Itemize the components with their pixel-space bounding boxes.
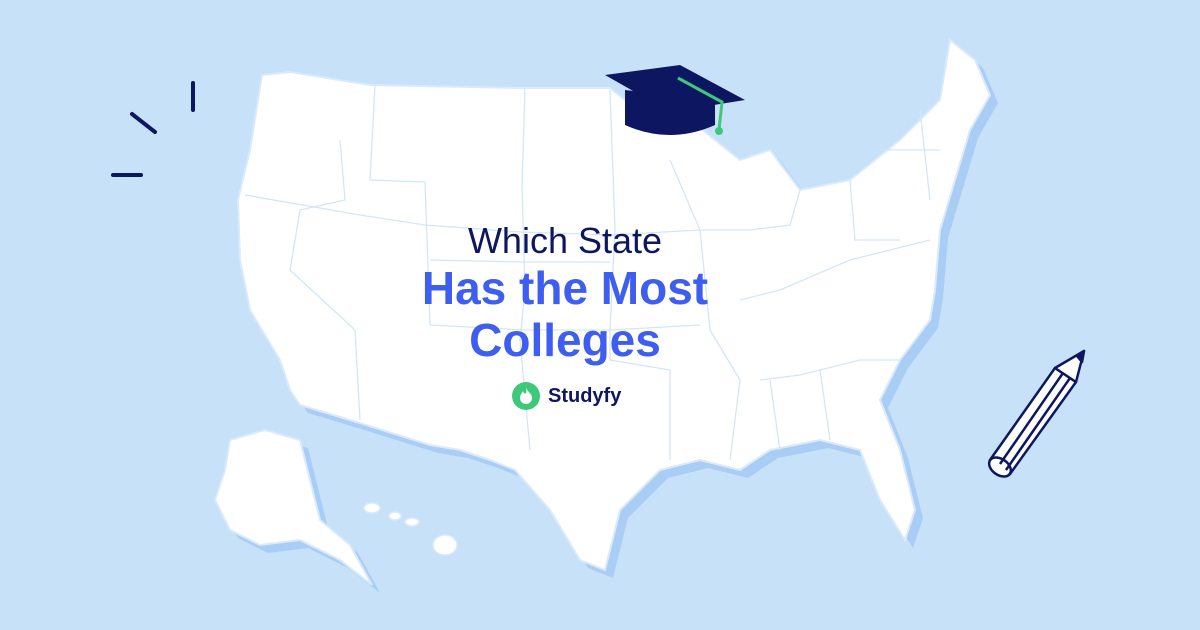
headline-line-3: Colleges xyxy=(469,314,661,366)
alaska xyxy=(213,428,373,586)
burst-lines-icon xyxy=(111,81,195,177)
contiguous-us xyxy=(213,38,992,586)
headline-accent: Has the Most Colleges xyxy=(0,262,1130,366)
pencil-icon xyxy=(987,349,1086,478)
flame-icon xyxy=(512,382,540,410)
brand-name: Studyfy xyxy=(548,384,622,407)
headline-line-2: Has the Most xyxy=(421,262,709,314)
graduation-cap-icon xyxy=(605,65,745,135)
headline-line-1: Which State xyxy=(467,220,663,261)
state-borders xyxy=(244,84,940,461)
brand-logo: Studyfy xyxy=(512,382,621,410)
hawaii xyxy=(363,502,458,556)
